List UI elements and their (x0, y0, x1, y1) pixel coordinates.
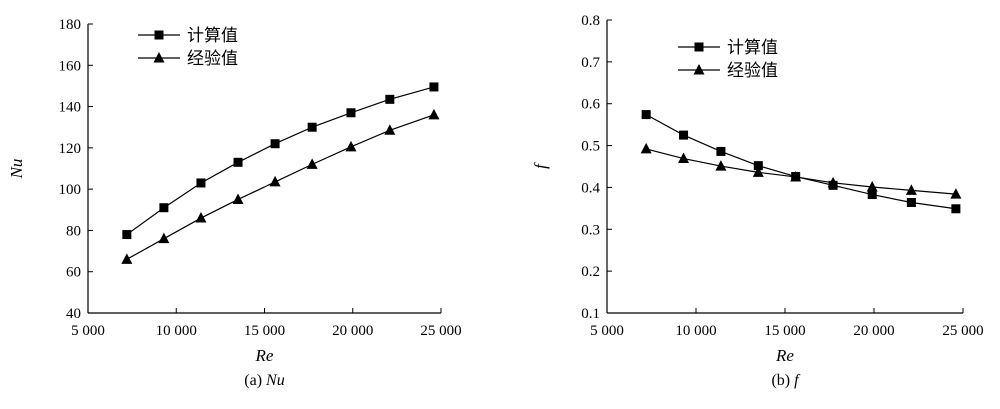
x-tick-label: 25 000 (942, 323, 983, 339)
chart-a: 40 60 80 100 120 140 160 180 5 000 10 000 15 000 20… (7, 17, 462, 389)
data-point-square (906, 197, 916, 207)
x-tick-label: 20 000 (332, 323, 373, 339)
data-point-square (679, 130, 689, 140)
caption-variable: Nu (265, 372, 285, 389)
x-tick-label: 5 000 (71, 323, 105, 339)
legend-marker-square (694, 42, 704, 52)
data-point-triangle (269, 175, 281, 187)
data-point-triangle (905, 184, 917, 195)
y-tick-label: 0.5 (581, 139, 600, 155)
chart-caption: (a) Nu (244, 372, 284, 389)
data-point-square (951, 204, 961, 214)
caption-prefix: (a) (244, 372, 262, 389)
y-tick-label: 120 (59, 141, 82, 157)
data-point-square (716, 146, 726, 156)
y-tick-label: 80 (66, 223, 81, 239)
data-point-triangle (158, 232, 170, 244)
data-point-triangle (428, 108, 440, 120)
series-line-square (126, 86, 435, 236)
data-point-triangle (715, 160, 727, 171)
caption-prefix: (b) (771, 372, 790, 389)
series-line-triangle (126, 114, 435, 260)
x-tick-label: 15 000 (764, 323, 805, 339)
data-point-square (122, 230, 132, 240)
legend-label: 计算值 (727, 38, 778, 58)
data-point-square (753, 161, 763, 171)
x-axis-label: Re (775, 346, 794, 365)
x-tick-label: 20 000 (853, 323, 894, 339)
y-tick-label: 40 (66, 306, 81, 322)
series-line-triangle (646, 148, 956, 195)
data-point-triangle (640, 142, 652, 154)
data-point-square (346, 108, 356, 118)
legend-label: 计算值 (187, 26, 238, 46)
y-tick-label: 180 (59, 17, 82, 33)
data-point-square (233, 157, 243, 167)
x-tick-label: 10 000 (675, 323, 716, 339)
data-point-triangle (384, 124, 396, 135)
y-tick-label: 0.4 (581, 180, 600, 196)
caption-variable: f (794, 372, 801, 389)
legend-marker-triangle (153, 52, 165, 63)
data-point-triangle (678, 152, 690, 164)
data-point-square (429, 82, 439, 92)
y-tick-label: 0.2 (581, 264, 600, 280)
x-tick-label: 5 000 (590, 323, 624, 339)
data-point-square (307, 122, 317, 132)
chart-caption: (b) f (771, 372, 801, 389)
y-tick-label: 160 (59, 58, 82, 74)
data-point-triangle (790, 170, 802, 182)
chart-b: 0.1 0.2 0.3 0.4 0.5 0.6 0.7 0.8 5 000 10 000 15 00… (531, 13, 984, 389)
y-tick-label: 140 (59, 100, 82, 116)
data-point-square (641, 110, 651, 120)
data-point-square (196, 178, 206, 188)
y-axis-label: Nu (7, 159, 26, 180)
data-point-triangle (306, 158, 318, 169)
y-tick-label: 0.3 (581, 222, 600, 238)
data-point-triangle (752, 166, 764, 177)
legend-marker-square (154, 30, 164, 40)
x-tick-label: 25 000 (420, 323, 461, 339)
data-point-square (159, 203, 169, 213)
legend-label: 经验值 (187, 49, 238, 69)
legend-label: 经验值 (727, 61, 778, 81)
data-point-triangle (232, 193, 244, 204)
x-tick-label: 15 000 (244, 323, 285, 339)
data-point-square (385, 94, 395, 104)
x-tick-label: 10 000 (156, 323, 197, 339)
x-axis-label: Re (255, 346, 274, 365)
y-tick-label: 0.6 (581, 97, 600, 113)
data-point-triangle (950, 188, 962, 199)
y-tick-label: 100 (59, 182, 82, 198)
data-point-triangle (121, 253, 133, 264)
y-tick-label: 0.8 (581, 13, 600, 29)
legend-marker-triangle (693, 64, 705, 75)
y-axis-label: f (531, 162, 550, 169)
y-tick-label: 0.1 (581, 306, 600, 322)
y-tick-label: 60 (66, 265, 81, 281)
data-point-triangle (195, 212, 207, 223)
data-point-triangle (345, 140, 357, 152)
data-point-triangle (827, 176, 839, 188)
data-point-square (270, 139, 280, 149)
data-point-triangle (866, 181, 878, 192)
data-point-square (867, 190, 877, 200)
y-tick-label: 0.7 (581, 55, 600, 71)
